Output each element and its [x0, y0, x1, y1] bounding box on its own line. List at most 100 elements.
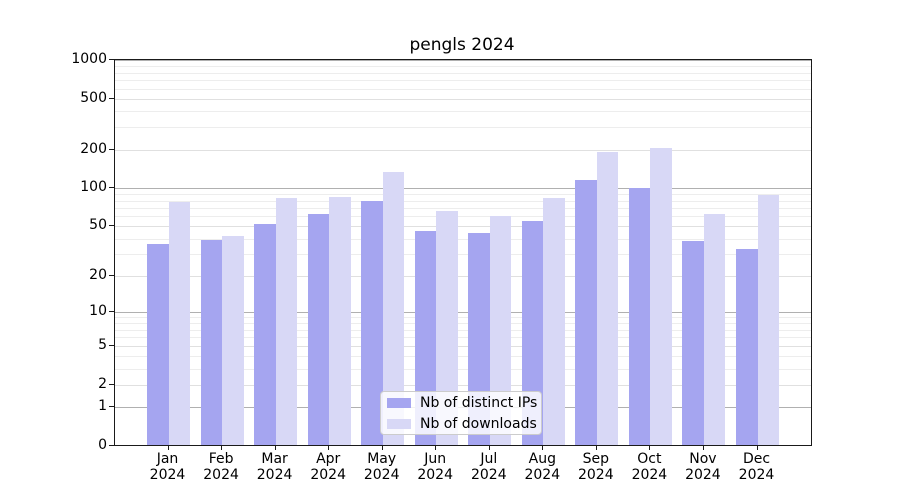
x-tick-year: 2024: [363, 467, 400, 483]
gridline-y-90: [115, 194, 811, 195]
bar-nb-of-distinct-ips-aug: [521, 221, 544, 445]
bar-nb-of-distinct-ips-feb: [200, 239, 223, 445]
x-tick-month: Apr: [316, 451, 341, 467]
x-tick-month: Jan: [156, 451, 179, 467]
x-tick-label-dec: Dec 2024: [725, 451, 789, 483]
x-tick-year: 2024: [256, 467, 293, 483]
x-tick-label-feb: Feb 2024: [189, 451, 253, 483]
x-tick-month: Jul: [480, 451, 498, 467]
gridline-y-6: [115, 337, 811, 339]
bar-nb-of-downloads-sep: [596, 151, 619, 445]
bar-nb-of-downloads-mar: [275, 198, 298, 445]
x-tick-oct: [649, 445, 651, 450]
y-tick-0: [109, 445, 114, 446]
legend-label-downloads: Nb of downloads: [420, 415, 537, 432]
x-tick-mar: [274, 445, 276, 450]
gridline-y-800: [115, 72, 811, 74]
bar-nb-of-downloads-feb: [222, 235, 244, 445]
gridline-y-40: [115, 238, 811, 240]
x-tick-month: May: [367, 451, 397, 467]
gridline-y-70: [115, 207, 811, 209]
y-tick-500: [109, 97, 114, 99]
y-tick-label-2: 2: [98, 375, 107, 392]
gridline-y-60: [115, 216, 811, 218]
gridline-y-50: [115, 226, 811, 228]
bar-nb-of-downloads-jun: [436, 211, 458, 445]
gridline-y-700: [115, 79, 811, 81]
gridline-y-2: [115, 384, 811, 386]
y-tick-5: [109, 344, 114, 346]
bar-nb-of-downloads-jul: [489, 216, 512, 445]
x-tick-month: Nov: [689, 451, 717, 467]
x-tick-year: 2024: [738, 467, 775, 483]
y-tick-1000: [109, 59, 114, 60]
bar-nb-of-distinct-ips-apr: [307, 213, 330, 445]
gridline-y-8: [115, 323, 811, 325]
gridline-y-9: [115, 317, 811, 319]
gridline-y-20: [115, 275, 811, 277]
gridline-y-300: [115, 127, 811, 129]
bar-nb-of-distinct-ips-jan: [147, 244, 169, 445]
y-tick-10: [109, 311, 114, 312]
x-tick-month: Oct: [637, 451, 662, 467]
bar-nb-of-downloads-oct: [650, 148, 672, 445]
x-tick-label-jun: Jun 2024: [403, 451, 467, 483]
gridline-y-600: [115, 88, 811, 90]
bar-nb-of-downloads-dec: [757, 195, 779, 445]
legend-swatch-downloads: [387, 418, 411, 429]
gridline-y-5: [115, 345, 811, 347]
y-tick-label-0: 0: [98, 437, 107, 453]
x-tick-aug: [542, 445, 544, 450]
x-tick-may: [381, 445, 383, 450]
gridline-y-200: [115, 149, 811, 151]
bar-nb-of-distinct-ips-nov: [682, 241, 704, 445]
y-tick-label-20: 20: [89, 266, 107, 283]
x-tick-jan: [167, 445, 169, 450]
y-tick-label-1000: 1000: [71, 51, 107, 67]
gridline-y-500: [115, 98, 811, 100]
bar-nb-of-distinct-ips-oct: [628, 188, 651, 445]
bar-nb-of-distinct-ips-mar: [254, 224, 276, 445]
bar-nb-of-distinct-ips-dec: [736, 249, 758, 445]
x-tick-label-sep: Sep 2024: [564, 451, 628, 483]
y-tick-label-1: 1: [98, 398, 107, 415]
x-tick-month: Dec: [742, 451, 771, 467]
gridline-y-30: [115, 254, 811, 256]
x-tick-nov: [702, 445, 704, 450]
x-tick-label-apr: Apr 2024: [296, 451, 360, 483]
gridline-y-4: [115, 356, 811, 358]
bar-nb-of-distinct-ips-sep: [575, 179, 597, 445]
gridline-y-10: [115, 312, 811, 313]
legend: Nb of distinct IPs Nb of downloads: [380, 391, 542, 435]
bar-nb-of-downloads-apr: [329, 196, 351, 445]
y-tick-label-5: 5: [98, 336, 107, 353]
x-tick-year: 2024: [631, 467, 668, 483]
gridline-y-1000: [115, 60, 811, 61]
legend-item-downloads: Nb of downloads: [387, 414, 541, 433]
gridline-y-900: [115, 65, 811, 67]
x-tick-sep: [595, 445, 597, 450]
x-tick-label-aug: Aug 2024: [510, 451, 574, 483]
bar-nb-of-downloads-nov: [703, 213, 726, 445]
x-tick-year: 2024: [417, 467, 453, 483]
gridline-y-80: [115, 200, 811, 202]
bar-nb-of-downloads-may: [382, 171, 405, 445]
gridline-y-100: [115, 188, 811, 190]
x-tick-label-jan: Jan 2024: [136, 451, 200, 483]
x-tick-label-jul: Jul 2024: [457, 451, 521, 483]
y-tick-label-10: 10: [89, 303, 107, 319]
x-tick-month: Mar: [261, 451, 288, 467]
y-tick-200: [109, 148, 114, 150]
legend-label-distinct-ips: Nb of distinct IPs: [420, 394, 538, 411]
x-tick-year: 2024: [524, 467, 561, 483]
x-tick-year: 2024: [203, 467, 239, 483]
bar-nb-of-distinct-ips-may: [361, 201, 383, 445]
x-tick-jul: [488, 445, 490, 450]
gridline-y-400: [115, 111, 811, 113]
x-tick-label-nov: Nov 2024: [671, 451, 735, 483]
y-tick-label-500: 500: [80, 89, 107, 106]
x-tick-year: 2024: [577, 467, 614, 483]
y-tick-label-200: 200: [80, 140, 107, 157]
y-tick-20: [109, 274, 114, 276]
